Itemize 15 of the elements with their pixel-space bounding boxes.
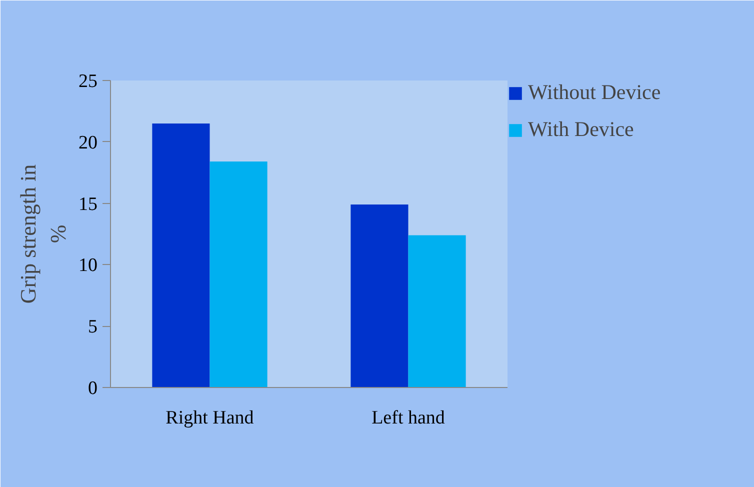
bar	[152, 123, 210, 388]
y-tick-label: 15	[78, 194, 98, 215]
bar	[210, 162, 268, 388]
bar	[350, 204, 408, 388]
y-axis-title: Grip strength in %	[16, 164, 70, 304]
x-tick-label: Right Hand	[166, 408, 254, 428]
y-tick-label: 5	[88, 316, 98, 338]
legend-label: With Device	[528, 117, 634, 142]
y-tick-label: 0	[88, 378, 98, 399]
y-tick-label: 25	[78, 71, 98, 92]
bar	[408, 235, 466, 388]
x-tick-label: Left hand	[372, 408, 446, 428]
legend-label: Without Device	[528, 80, 661, 105]
y-tick-label: 10	[78, 255, 98, 276]
y-tick-label: 20	[78, 132, 98, 154]
